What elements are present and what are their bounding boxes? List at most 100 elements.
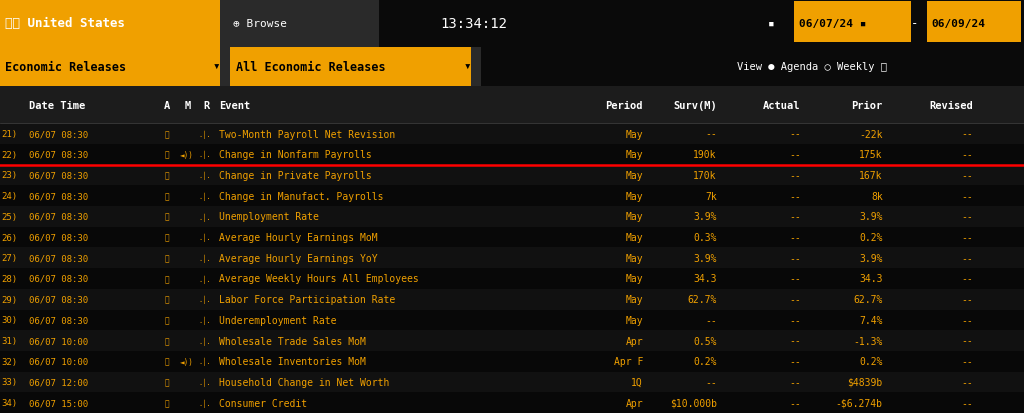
Text: May: May	[626, 294, 643, 304]
Text: May: May	[626, 212, 643, 222]
Text: 0.2%: 0.2%	[859, 356, 883, 366]
Text: --: --	[790, 294, 801, 304]
Text: Average Weekly Hours All Employees: Average Weekly Hours All Employees	[219, 274, 419, 284]
Text: 🔔: 🔔	[165, 274, 169, 283]
Text: ◄)): ◄))	[180, 357, 195, 366]
Text: --: --	[790, 377, 801, 387]
Text: $4839b: $4839b	[848, 377, 883, 387]
Text: May: May	[626, 253, 643, 263]
Text: A: A	[164, 100, 170, 110]
Text: --: --	[706, 377, 717, 387]
Text: M: M	[184, 100, 190, 110]
Text: 25): 25)	[1, 212, 17, 221]
Text: 32): 32)	[1, 357, 17, 366]
Text: Underemployment Rate: Underemployment Rate	[219, 315, 337, 325]
Text: --: --	[790, 191, 801, 201]
Text: 06/07 15:00: 06/07 15:00	[29, 398, 88, 407]
Text: --: --	[962, 233, 973, 242]
Text: 06/07 08:30: 06/07 08:30	[29, 150, 88, 159]
Text: Average Hourly Earnings YoY: Average Hourly Earnings YoY	[219, 253, 378, 263]
Text: -1.3%: -1.3%	[853, 336, 883, 346]
Text: 06/07 08:30: 06/07 08:30	[29, 212, 88, 221]
Text: Average Hourly Earnings MoM: Average Hourly Earnings MoM	[219, 233, 378, 242]
Text: 06/07 08:30: 06/07 08:30	[29, 192, 88, 201]
Text: .│.: .│.	[199, 171, 211, 180]
Text: 🔔: 🔔	[165, 254, 169, 263]
Text: .│.: .│.	[199, 254, 211, 262]
Text: -$6.274b: -$6.274b	[836, 398, 883, 408]
Text: 33): 33)	[1, 377, 17, 387]
Text: 34): 34)	[1, 398, 17, 407]
Text: 29): 29)	[1, 295, 17, 304]
Text: Date Time: Date Time	[29, 100, 85, 110]
Text: 0.2%: 0.2%	[693, 356, 717, 366]
Text: 27): 27)	[1, 254, 17, 263]
Text: .│.: .│.	[199, 213, 211, 221]
Text: .│.: .│.	[199, 192, 211, 200]
Text: Unemployment Rate: Unemployment Rate	[219, 212, 319, 222]
Text: 28): 28)	[1, 274, 17, 283]
Text: 62.7%: 62.7%	[687, 294, 717, 304]
Text: --: --	[962, 150, 973, 160]
Text: 🔔: 🔔	[165, 233, 169, 242]
Text: 06/07 08:30: 06/07 08:30	[29, 130, 88, 139]
Text: 3.9%: 3.9%	[693, 212, 717, 222]
Text: Two-Month Payroll Net Revision: Two-Month Payroll Net Revision	[219, 129, 395, 139]
Text: Economic Releases: Economic Releases	[5, 61, 126, 74]
Text: ◄)): ◄))	[180, 150, 195, 159]
Text: May: May	[626, 171, 643, 180]
Text: 🔔: 🔔	[165, 336, 169, 345]
Text: Apr F: Apr F	[613, 356, 643, 366]
Text: 34.3: 34.3	[693, 274, 717, 284]
Text: 🔔: 🔔	[165, 398, 169, 407]
Text: 34.3: 34.3	[859, 274, 883, 284]
Text: -22k: -22k	[859, 129, 883, 139]
Text: --: --	[962, 356, 973, 366]
Text: ▾: ▾	[464, 61, 471, 74]
Text: --: --	[790, 212, 801, 222]
Text: $10.000b: $10.000b	[670, 398, 717, 408]
Text: Consumer Credit: Consumer Credit	[219, 398, 307, 408]
Text: Surv(M): Surv(M)	[673, 100, 717, 110]
Text: Apr: Apr	[626, 398, 643, 408]
Text: 0.2%: 0.2%	[859, 233, 883, 242]
Text: .│.: .│.	[199, 399, 211, 407]
Text: --: --	[962, 129, 973, 139]
Text: --: --	[790, 315, 801, 325]
Text: 3.9%: 3.9%	[859, 212, 883, 222]
Text: --: --	[962, 253, 973, 263]
Text: Labor Force Participation Rate: Labor Force Participation Rate	[219, 294, 395, 304]
Text: May: May	[626, 129, 643, 139]
Text: Wholesale Inventories MoM: Wholesale Inventories MoM	[219, 356, 366, 366]
Text: 🔔: 🔔	[165, 171, 169, 180]
Text: 1Q: 1Q	[632, 377, 643, 387]
Text: 190k: 190k	[693, 150, 717, 160]
Text: --: --	[790, 336, 801, 346]
Text: --: --	[962, 294, 973, 304]
Text: 🔔: 🔔	[165, 377, 169, 387]
Text: ⊕ Browse: ⊕ Browse	[233, 19, 288, 29]
Text: -: -	[911, 17, 919, 30]
Text: 06/07 08:30: 06/07 08:30	[29, 254, 88, 263]
Text: Prior: Prior	[851, 100, 883, 110]
Text: .│.: .│.	[199, 295, 211, 304]
Text: 7.4%: 7.4%	[859, 315, 883, 325]
Text: .│.: .│.	[199, 233, 211, 242]
Text: --: --	[706, 129, 717, 139]
Text: 3.9%: 3.9%	[693, 253, 717, 263]
Text: ▾: ▾	[213, 61, 220, 74]
Text: Change in Nonfarm Payrolls: Change in Nonfarm Payrolls	[219, 150, 372, 160]
Text: .│.: .│.	[199, 275, 211, 283]
Text: .│.: .│.	[199, 378, 211, 386]
Text: 06/07 12:00: 06/07 12:00	[29, 377, 88, 387]
Text: Household Change in Net Worth: Household Change in Net Worth	[219, 377, 389, 387]
Text: 22): 22)	[1, 150, 17, 159]
Text: 13:34:12: 13:34:12	[440, 17, 507, 31]
Text: 🇺🇸 United States: 🇺🇸 United States	[5, 17, 125, 30]
Text: .│.: .│.	[199, 130, 211, 138]
Text: 26): 26)	[1, 233, 17, 242]
Text: .│.: .│.	[199, 151, 211, 159]
Text: 06/07 10:00: 06/07 10:00	[29, 336, 88, 345]
Text: 167k: 167k	[859, 171, 883, 180]
Text: --: --	[790, 171, 801, 180]
